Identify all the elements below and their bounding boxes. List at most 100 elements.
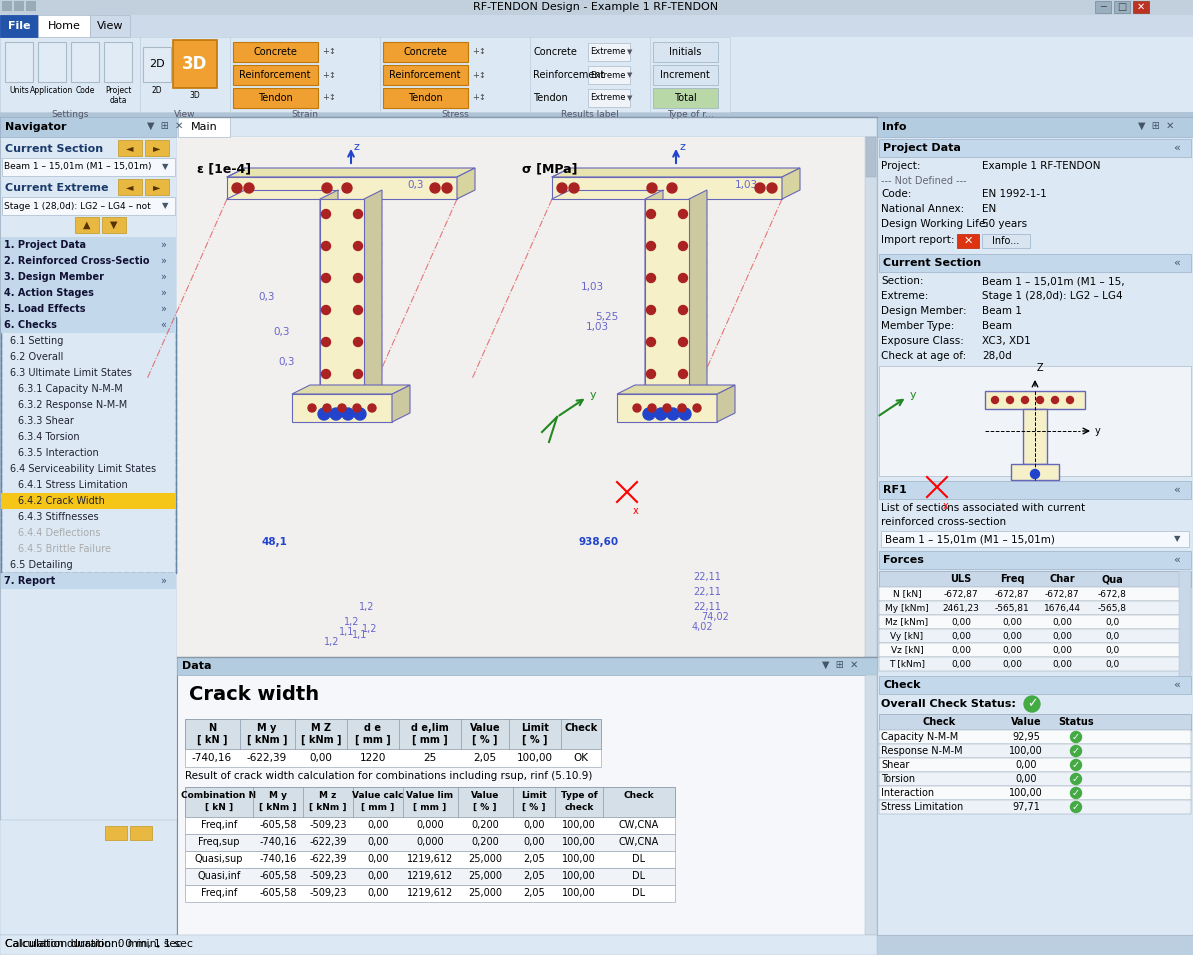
Bar <box>0 37 1193 117</box>
Text: Calculation duration: 0 min, 1 sec: Calculation duration: 0 min, 1 sec <box>5 939 193 949</box>
Bar <box>588 66 630 84</box>
Text: 0,00: 0,00 <box>1002 660 1022 668</box>
Circle shape <box>991 396 999 404</box>
Bar <box>1 285 177 301</box>
Circle shape <box>1070 732 1082 742</box>
Text: 0,00: 0,00 <box>524 820 545 830</box>
Bar <box>185 719 601 749</box>
Text: 6.3.5 Interaction: 6.3.5 Interaction <box>18 448 99 458</box>
Text: -740,16: -740,16 <box>192 753 233 763</box>
Text: «: « <box>1174 680 1180 690</box>
Text: »: » <box>160 256 166 266</box>
Text: Z: Z <box>1037 363 1044 373</box>
Text: Extreme: Extreme <box>591 48 625 56</box>
Text: 0,00: 0,00 <box>1002 618 1022 626</box>
Text: »: » <box>160 304 166 314</box>
Text: 0,00: 0,00 <box>367 854 389 864</box>
Text: List of sections associated with current: List of sections associated with current <box>880 503 1086 513</box>
Text: 1,2: 1,2 <box>359 602 375 612</box>
Polygon shape <box>645 199 690 394</box>
Text: Beam: Beam <box>982 321 1012 331</box>
Text: -740,16: -740,16 <box>259 837 297 847</box>
Bar <box>879 571 1191 587</box>
Text: ✓: ✓ <box>1073 788 1080 798</box>
Bar <box>1179 571 1191 687</box>
Text: 0,00: 0,00 <box>524 837 545 847</box>
Text: Settings: Settings <box>51 110 88 119</box>
Polygon shape <box>552 177 781 199</box>
Circle shape <box>353 242 363 250</box>
Text: Design Member:: Design Member: <box>880 306 966 316</box>
Text: Section:: Section: <box>880 276 923 286</box>
Bar <box>1 301 177 317</box>
Circle shape <box>679 306 687 314</box>
Text: -672,87: -672,87 <box>995 589 1030 599</box>
Text: [ kNm ]: [ kNm ] <box>301 735 341 745</box>
Circle shape <box>1024 696 1040 712</box>
Text: EN: EN <box>982 204 996 214</box>
Text: Calculation duration: 0 min, 1 sec: Calculation duration: 0 min, 1 sec <box>5 939 181 949</box>
Text: 0,0: 0,0 <box>1105 618 1119 626</box>
Text: Freq,inf: Freq,inf <box>200 888 237 898</box>
Circle shape <box>647 242 655 250</box>
Text: 6.4 Serviceability Limit States: 6.4 Serviceability Limit States <box>10 464 156 474</box>
Text: Shear: Shear <box>880 760 909 770</box>
Bar <box>177 137 877 657</box>
Polygon shape <box>364 190 382 394</box>
Circle shape <box>1037 396 1044 404</box>
Polygon shape <box>320 199 364 394</box>
Text: 28,0d: 28,0d <box>982 351 1012 361</box>
Text: Check: Check <box>883 680 921 690</box>
Text: 0,00: 0,00 <box>1052 631 1073 641</box>
Text: Check at age of:: Check at age of: <box>880 351 966 361</box>
Text: 6.4.1 Stress Limitation: 6.4.1 Stress Limitation <box>18 480 128 490</box>
Circle shape <box>679 370 687 378</box>
Text: 4,02: 4,02 <box>691 622 712 632</box>
Polygon shape <box>781 168 801 199</box>
Text: Type of r...: Type of r... <box>667 110 713 119</box>
Text: ▼: ▼ <box>162 162 168 172</box>
Bar <box>0 935 177 955</box>
Text: 0,200: 0,200 <box>471 837 499 847</box>
Text: y: y <box>910 390 916 400</box>
Polygon shape <box>392 385 410 422</box>
Bar <box>1 237 177 253</box>
Text: --- Not Defined ---: --- Not Defined --- <box>880 176 966 186</box>
Text: z: z <box>679 142 685 152</box>
Polygon shape <box>227 177 457 199</box>
Polygon shape <box>457 168 475 199</box>
Text: 100,00: 100,00 <box>1009 788 1043 798</box>
Bar <box>1 573 177 589</box>
Bar <box>185 787 675 817</box>
Circle shape <box>321 273 330 283</box>
Text: 0,0: 0,0 <box>1105 660 1119 668</box>
Text: Value lim: Value lim <box>407 791 453 800</box>
Text: -509,23: -509,23 <box>309 871 347 881</box>
Text: Concrete: Concrete <box>403 47 447 57</box>
Text: Project:: Project: <box>880 161 921 171</box>
Polygon shape <box>717 385 735 422</box>
Text: 92,95: 92,95 <box>1012 732 1040 742</box>
Text: 6.1 Setting: 6.1 Setting <box>10 336 63 346</box>
Text: Total: Total <box>674 93 697 103</box>
Circle shape <box>557 183 567 193</box>
Circle shape <box>679 408 691 420</box>
Bar <box>177 657 877 935</box>
Text: Check: Check <box>624 791 654 800</box>
Circle shape <box>353 209 363 219</box>
Text: 2D: 2D <box>149 59 165 69</box>
Text: Results label: Results label <box>561 110 619 119</box>
Text: 0,00: 0,00 <box>367 871 389 881</box>
Bar <box>14 1 24 11</box>
Circle shape <box>693 404 701 412</box>
Text: -672,87: -672,87 <box>1045 589 1080 599</box>
Polygon shape <box>645 190 663 394</box>
Bar <box>2 197 175 215</box>
Circle shape <box>353 370 363 378</box>
Text: Import report:: Import report: <box>880 235 954 245</box>
Text: 48,1: 48,1 <box>261 537 288 547</box>
Text: 1,2: 1,2 <box>363 624 378 634</box>
Text: ▼: ▼ <box>1174 535 1180 543</box>
Text: Reinforcement: Reinforcement <box>533 70 605 80</box>
Text: 1,1: 1,1 <box>339 627 354 637</box>
